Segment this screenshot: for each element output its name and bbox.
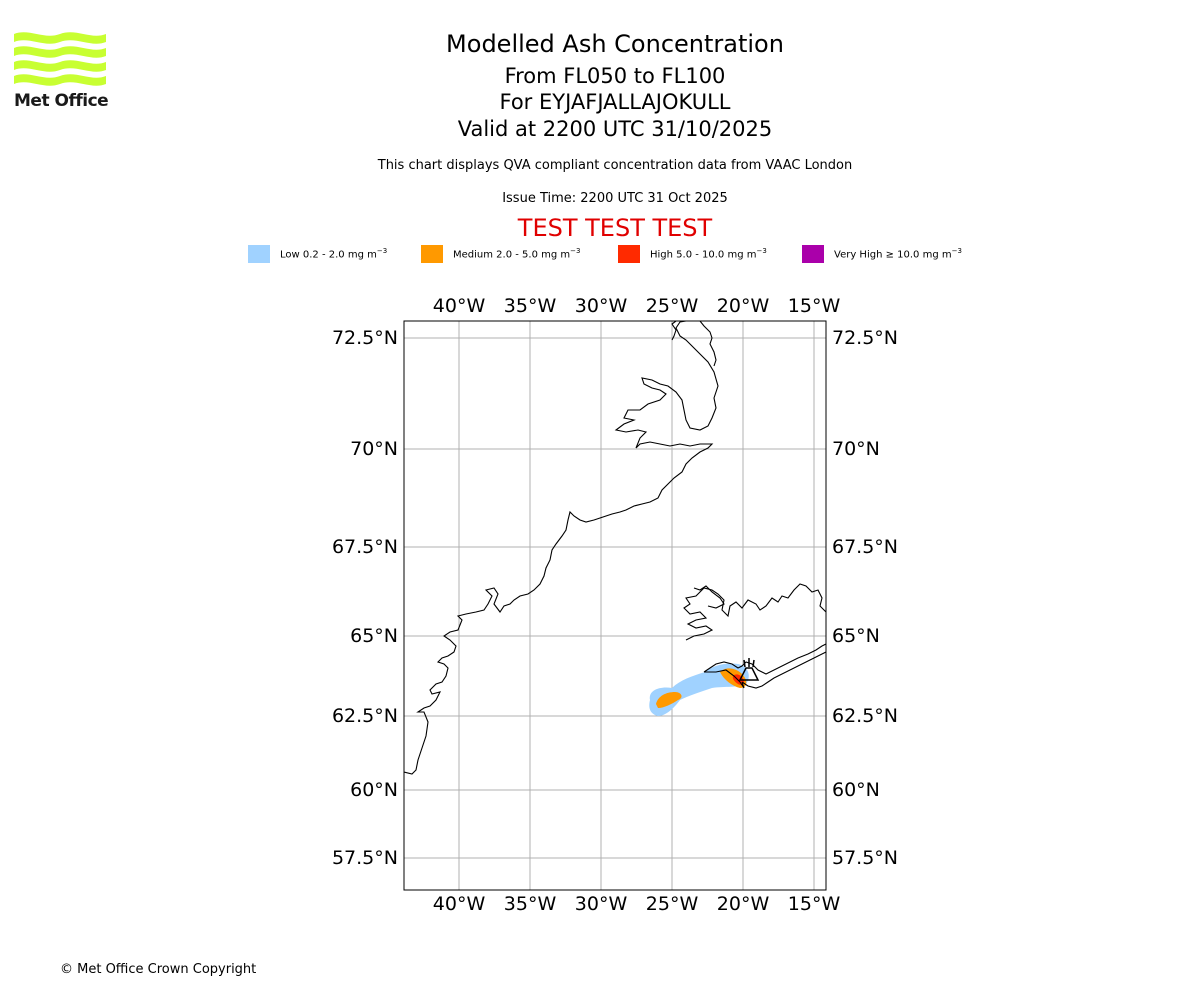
flight-levels: From FL050 to FL100 <box>504 64 726 88</box>
lat-labels-right: 72.5°N 70°N 67.5°N 65°N 62.5°N 60°N 57.5… <box>832 327 898 869</box>
lat-labels-left: 72.5°N 70°N 67.5°N 65°N 62.5°N 60°N 57.5… <box>332 327 398 869</box>
legend-item-high: High 5.0 - 10.0 mg m−3 <box>618 244 767 264</box>
lon-label: 20°W <box>717 893 770 915</box>
lat-label: 65°N <box>350 625 398 647</box>
lat-label: 67.5°N <box>832 536 898 558</box>
legend-label-medium: Medium 2.0 - 5.0 mg m <box>453 249 571 261</box>
volcano-name: For EYJAFJALLAJOKULL <box>499 90 731 114</box>
legend-swatch-very-high <box>802 245 824 263</box>
lat-label: 57.5°N <box>832 847 898 869</box>
legend-item-medium: Medium 2.0 - 5.0 mg m−3 <box>421 244 580 264</box>
legend-item-very-high: Very High ≥ 10.0 mg m−3 <box>802 244 962 264</box>
issue-time: Issue Time: 2200 UTC 31 Oct 2025 <box>502 191 728 206</box>
logo-text: Met Office <box>14 91 109 111</box>
lon-label: 20°W <box>717 295 770 317</box>
lat-label: 70°N <box>350 438 398 460</box>
lon-label: 15°W <box>788 295 841 317</box>
legend-swatch-high <box>618 245 640 263</box>
lon-labels-bottom: 40°W 35°W 30°W 25°W 20°W 15°W <box>433 893 841 915</box>
lon-label: 15°W <box>788 893 841 915</box>
map-frame <box>403 320 827 891</box>
lat-label: 70°N <box>832 438 880 460</box>
lat-label: 65°N <box>832 625 880 647</box>
valid-time: Valid at 2200 UTC 31/10/2025 <box>457 117 773 141</box>
lat-label: 72.5°N <box>332 327 398 349</box>
legend-swatch-medium <box>421 245 443 263</box>
lon-label: 40°W <box>433 893 486 915</box>
met-office-logo-icon <box>14 32 106 86</box>
copyright: © Met Office Crown Copyright <box>60 962 257 977</box>
gridlines <box>404 321 826 890</box>
legend-swatch-low <box>248 245 270 263</box>
lat-label: 57.5°N <box>332 847 398 869</box>
test-banner: TEST TEST TEST <box>517 214 713 242</box>
legend-label-low: Low 0.2 - 2.0 mg m <box>280 249 377 261</box>
legend-label-high: High 5.0 - 10.0 mg m <box>650 249 757 261</box>
lat-label: 67.5°N <box>332 536 398 558</box>
lat-label: 62.5°N <box>332 705 398 727</box>
lon-label: 35°W <box>504 295 557 317</box>
lon-label: 25°W <box>646 893 699 915</box>
volcano-icon <box>738 658 760 681</box>
lon-labels-top: 40°W 35°W 30°W 25°W 20°W 15°W <box>433 295 841 317</box>
chart-title: Modelled Ash Concentration <box>446 30 784 58</box>
coastlines <box>404 321 826 775</box>
lon-label: 40°W <box>433 295 486 317</box>
lat-label: 60°N <box>350 779 398 801</box>
lat-label: 72.5°N <box>832 327 898 349</box>
legend-label-very-high: Very High ≥ 10.0 mg m <box>834 249 952 261</box>
lon-label: 25°W <box>646 295 699 317</box>
lat-label: 60°N <box>832 779 880 801</box>
lon-label: 30°W <box>575 295 628 317</box>
legend-item-low: Low 0.2 - 2.0 mg m−3 <box>248 244 387 264</box>
chart-description: This chart displays QVA compliant concen… <box>377 158 853 173</box>
lon-label: 30°W <box>575 893 628 915</box>
lat-label: 62.5°N <box>832 705 898 727</box>
lon-label: 35°W <box>504 893 557 915</box>
